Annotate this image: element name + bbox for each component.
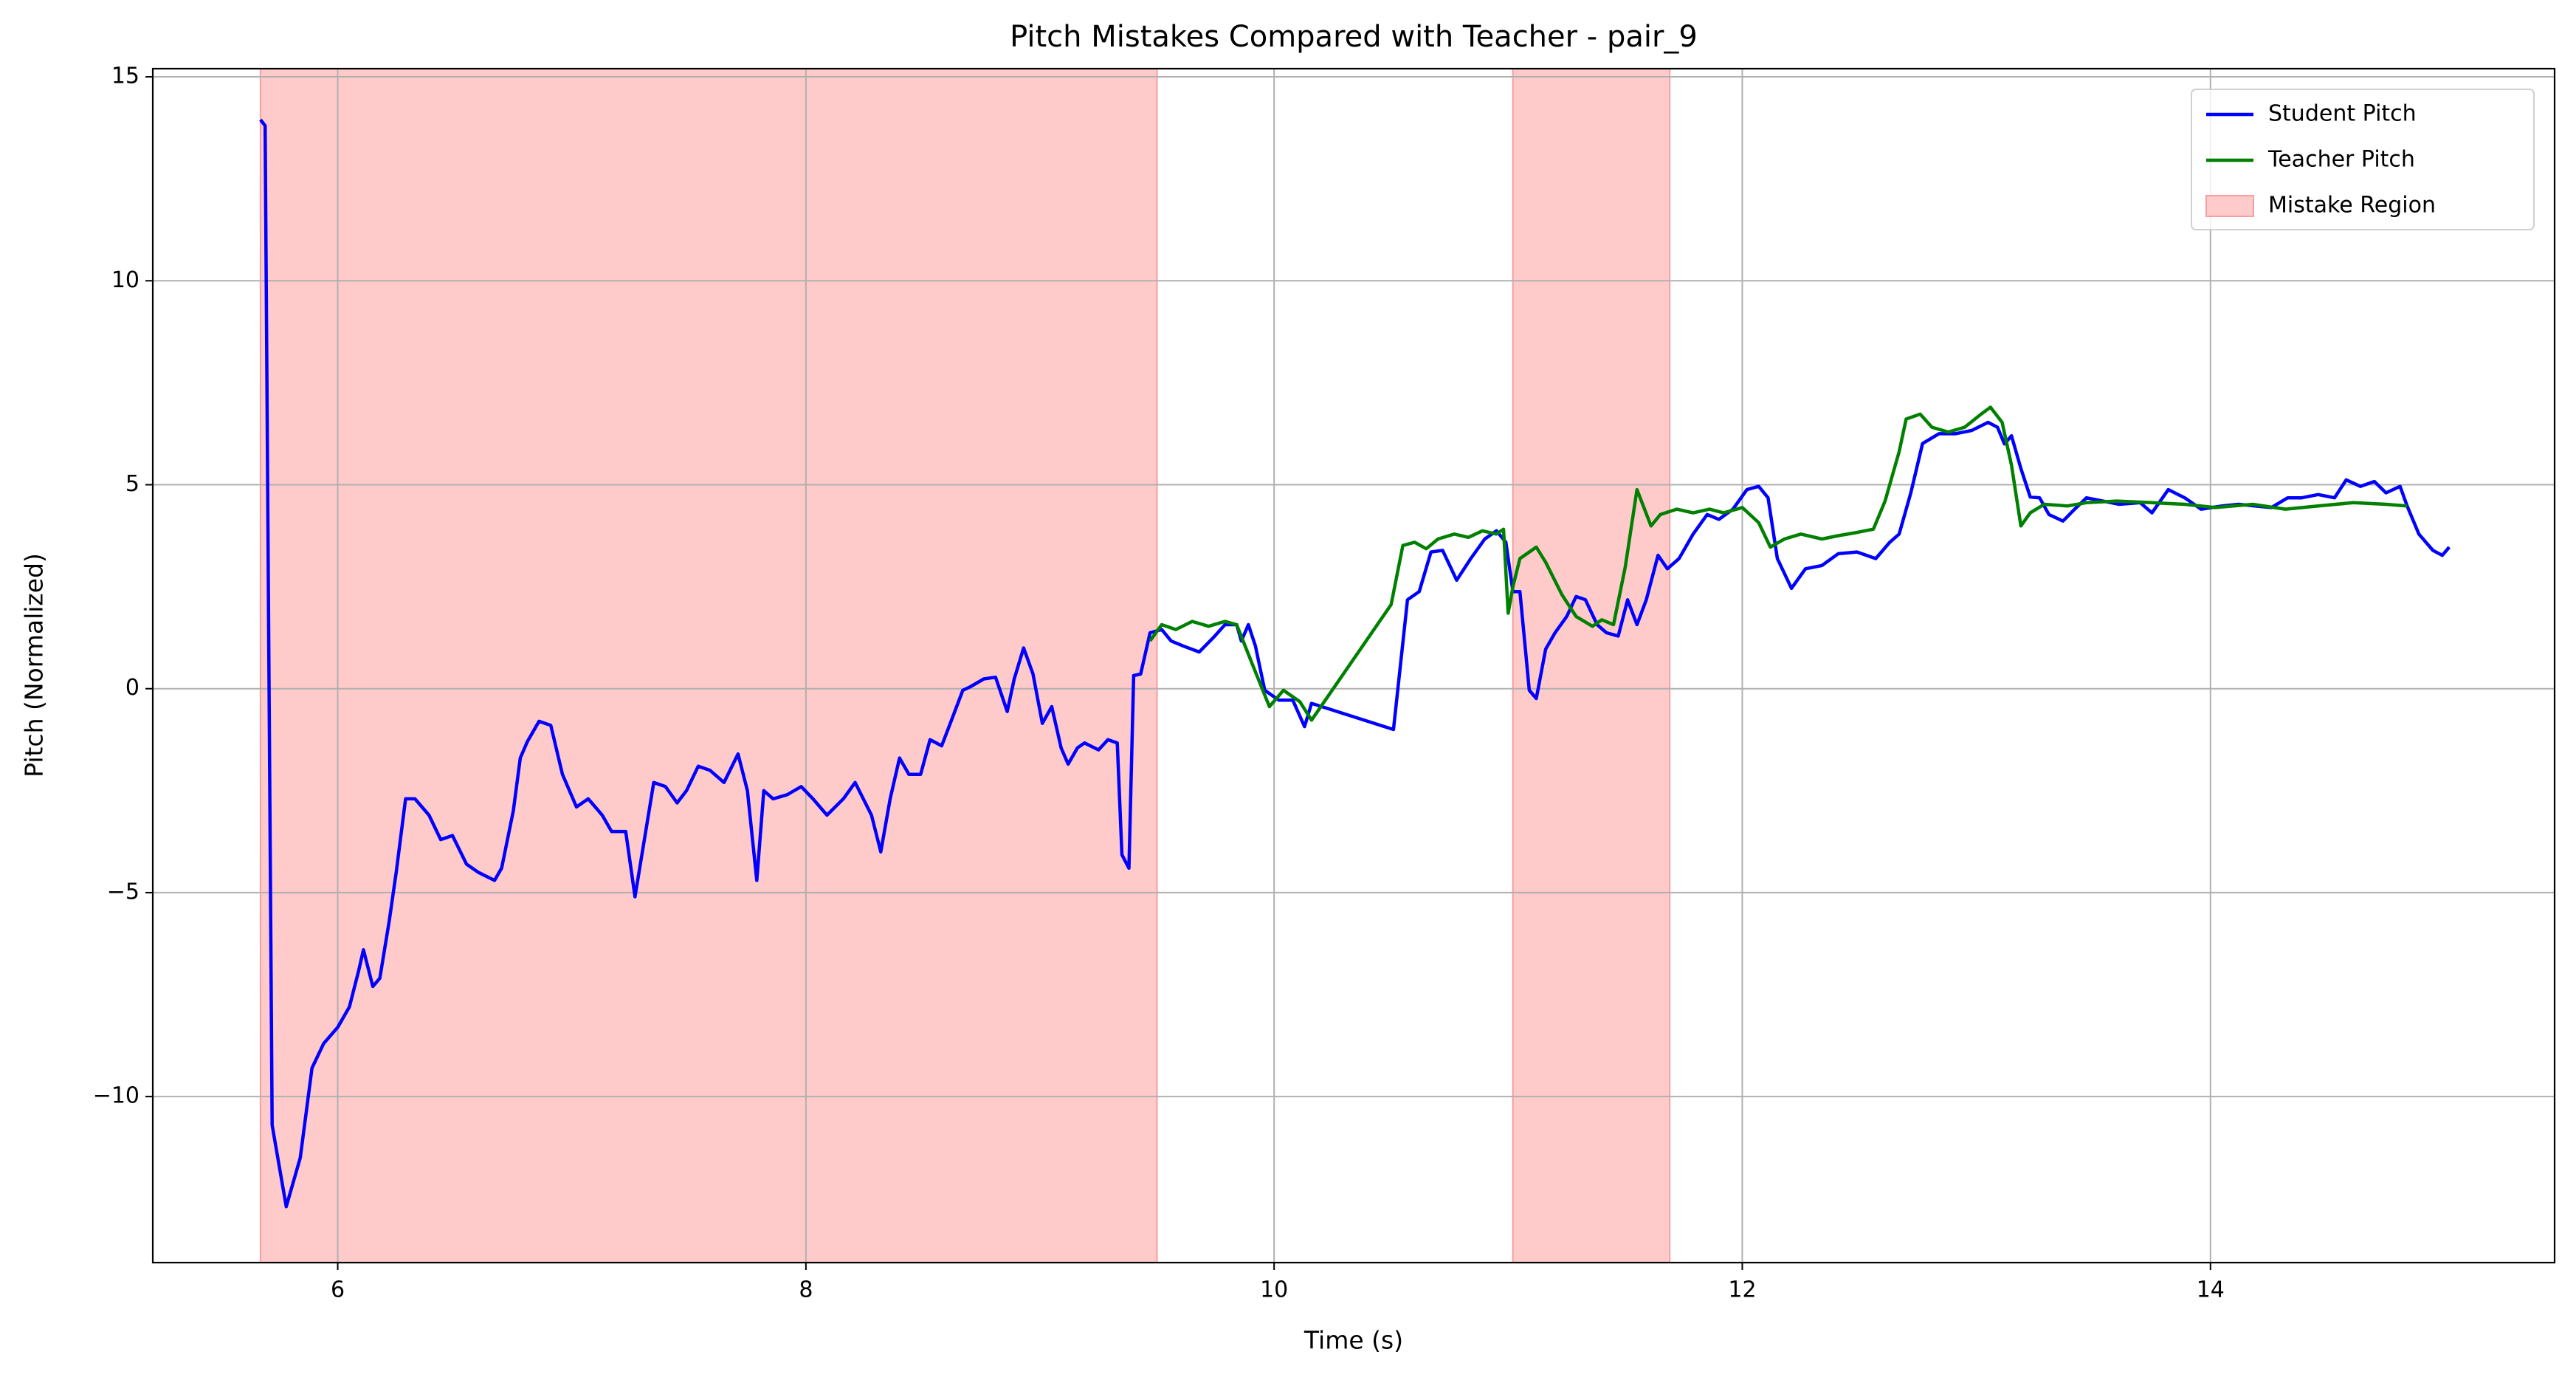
y-tick-label: 0 <box>125 675 140 701</box>
x-tick-label: 8 <box>799 1277 813 1303</box>
x-tick-label: 6 <box>331 1277 345 1303</box>
legend-label: Student Pitch <box>2268 101 2417 127</box>
y-tick-label: 15 <box>111 63 140 89</box>
plot-frame <box>151 67 2556 1264</box>
x-tick-label: 12 <box>1728 1277 1756 1303</box>
legend-label: Teacher Pitch <box>2267 147 2415 173</box>
x-tick-label: 14 <box>2197 1277 2225 1303</box>
y-tick-label: −5 <box>107 879 140 904</box>
legend: Student Pitch Teacher Pitch Mistake Region <box>2191 89 2535 230</box>
y-tick-label: −10 <box>93 1083 140 1109</box>
x-tick-label: 10 <box>1260 1277 1288 1303</box>
y-tick-label: 10 <box>111 267 140 293</box>
chart-title: Pitch Mistakes Compared with Teacher - p… <box>1010 20 1698 54</box>
y-axis-label: Pitch (Normalized) <box>20 553 49 777</box>
legend-box <box>2191 89 2535 230</box>
legend-swatch <box>2205 195 2254 217</box>
legend-label: Mistake Region <box>2268 193 2436 219</box>
mistake-region <box>259 68 1158 1263</box>
y-tick-label: 5 <box>125 471 140 497</box>
x-axis-label: Time (s) <box>1304 1326 1403 1355</box>
mistake-region <box>1512 68 1671 1263</box>
series-line <box>1148 405 2408 722</box>
